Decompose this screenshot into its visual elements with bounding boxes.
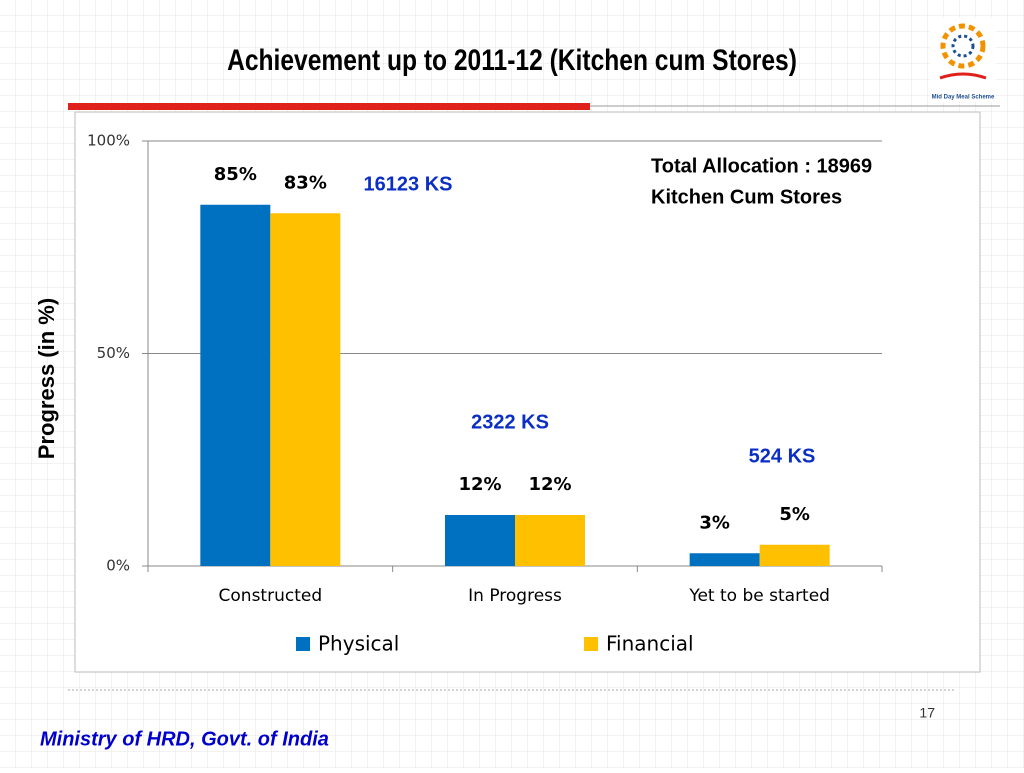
bar: [515, 515, 585, 566]
y-axis-title: Progress (in %): [34, 298, 59, 459]
slide-title: Achievement up to 2011-12 (Kitchen cum S…: [227, 43, 797, 77]
data-label: 85%: [214, 164, 257, 185]
chart: 0% 50% 100% Progress (in %) Constructed 85% 83…: [34, 132, 883, 656]
data-label: 83%: [284, 172, 327, 193]
bar: [759, 544, 830, 566]
logo-book: [939, 72, 987, 80]
x-tick-label: Yet to be started: [688, 586, 830, 606]
bar: [270, 213, 341, 566]
annotation: 16123 KS: [364, 173, 453, 195]
legend-swatch: [296, 637, 310, 651]
note: Total Allocation : 18969: [651, 155, 872, 177]
footer-text: Ministry of HRD, Govt. of India: [40, 728, 329, 750]
logo-box: [930, 18, 996, 102]
legend-label: Financial: [606, 632, 694, 656]
legend-label: Physical: [318, 632, 399, 656]
y-tick-label: 0%: [106, 557, 130, 575]
data-label: 5%: [779, 504, 810, 525]
logo-ring: [940, 23, 986, 69]
x-tick-label: Constructed: [219, 586, 323, 606]
logo-inner: [951, 34, 975, 58]
note: Kitchen Cum Stores: [651, 186, 842, 208]
bar: [689, 553, 760, 566]
annotation: 524 KS: [749, 445, 816, 467]
legend-swatch: [584, 637, 598, 651]
bar: [200, 204, 271, 566]
annotation: 2322 KS: [471, 411, 549, 433]
x-tick-label: In Progress: [468, 586, 562, 606]
page-number: 17: [919, 705, 935, 721]
title-rule: [68, 103, 590, 110]
y-tick-label: 50%: [97, 344, 130, 362]
logo-text: Mid Day Meal Scheme: [932, 95, 995, 101]
logo: Mid Day Meal Scheme: [930, 18, 996, 102]
data-label: 3%: [699, 512, 730, 533]
bar: [445, 515, 515, 566]
data-label: 12%: [528, 474, 571, 495]
data-label: 12%: [458, 474, 501, 495]
y-tick-label: 100%: [87, 132, 130, 150]
